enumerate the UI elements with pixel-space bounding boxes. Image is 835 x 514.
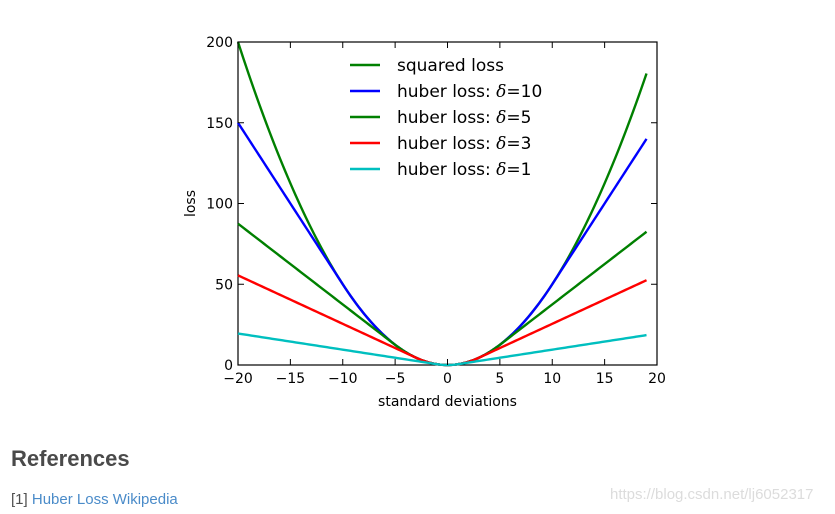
legend-label-0: squared loss — [397, 56, 504, 76]
y-tick-label: 50 — [215, 277, 233, 293]
x-tick-label: −20 — [223, 371, 253, 387]
y-tick-label: 0 — [224, 358, 233, 374]
reference-item: [1] Huber Loss Wikipedia — [11, 491, 178, 508]
legend-label-4: huber loss: δ=1 — [397, 160, 531, 180]
plot-lines — [236, 41, 648, 367]
reference-number: [1] — [11, 491, 28, 508]
y-axis-label: loss — [183, 190, 199, 217]
x-tick-label: 10 — [543, 371, 561, 387]
x-tick-label: 0 — [443, 371, 452, 387]
watermark: https://blog.csdn.net/lj6052317 — [610, 486, 814, 503]
y-tick-label: 200 — [206, 35, 233, 51]
legend-label-1: huber loss: δ=10 — [397, 82, 542, 102]
x-tick-label: −5 — [385, 371, 406, 387]
x-tick-label: −10 — [328, 371, 358, 387]
series-line-3 — [237, 274, 648, 367]
references-heading: References — [11, 446, 130, 471]
series-line-4 — [237, 332, 647, 367]
x-axis-label: standard deviations — [378, 394, 517, 410]
x-tick-label: 15 — [596, 371, 614, 387]
legend-label-2: huber loss: δ=5 — [397, 108, 531, 128]
x-tick-label: 5 — [495, 371, 504, 387]
y-tick-label: 150 — [206, 116, 233, 132]
x-tick-label: 20 — [648, 371, 666, 387]
y-tick-label: 100 — [206, 197, 233, 213]
legend: squared loss huber loss: δ=10 huber loss: … — [350, 56, 542, 180]
x-tick-label: −15 — [276, 371, 306, 387]
huber-loss-wikipedia-link[interactable]: Huber Loss Wikipedia — [31, 491, 178, 508]
legend-label-3: huber loss: δ=3 — [397, 134, 531, 154]
